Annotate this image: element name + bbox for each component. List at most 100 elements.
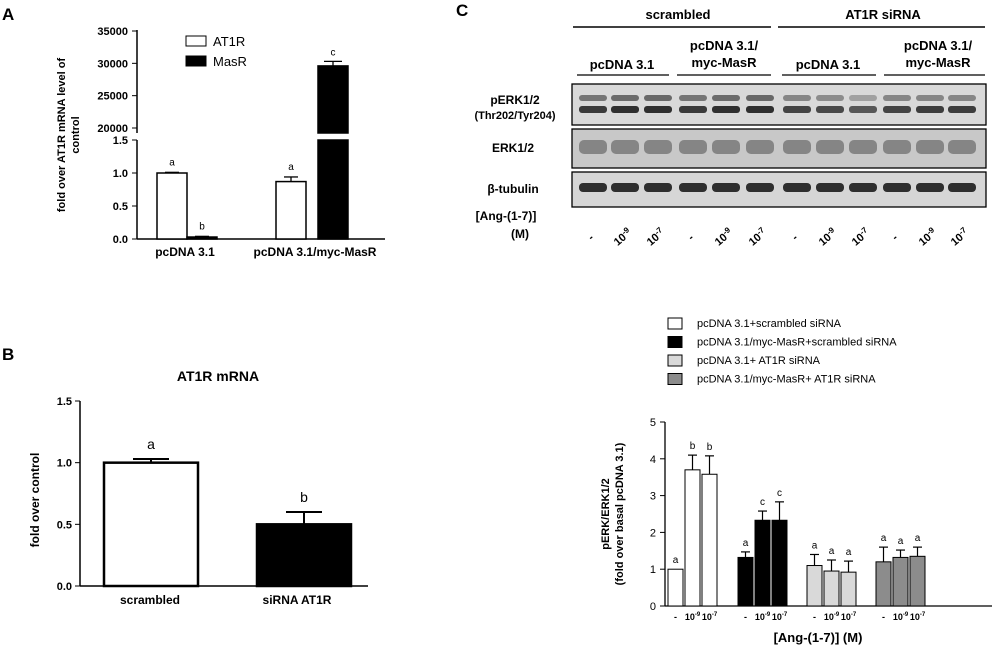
panel-c-xtick-label: -	[882, 612, 885, 622]
panel-c-ytick-label: 5	[650, 417, 656, 429]
blot-band-tubulin	[579, 183, 607, 192]
panel-c-xtick-label: -	[674, 612, 677, 622]
blot-band-erk	[679, 140, 707, 154]
blot-lane-label: -	[790, 232, 801, 244]
significance-letter: a	[829, 546, 835, 557]
blot-band-erk	[611, 140, 639, 154]
blot-sublabel-2b: myc-MasR	[691, 55, 757, 70]
bar	[667, 568, 684, 607]
blot-membrane-erk	[571, 128, 987, 169]
panel-c-xtick-label: 10-7	[841, 612, 857, 622]
panel-c-legend-swatch	[667, 317, 683, 330]
panel-a-ylabel-line1: fold over AT1R mRNA level of	[56, 58, 68, 213]
significance-letter: a	[169, 157, 175, 168]
blot-sublabel-1: pcDNA 3.1	[590, 57, 655, 72]
blot-band-perk-upper	[746, 95, 774, 101]
blot-band-tubulin	[816, 183, 844, 192]
blot-band-erk	[849, 140, 877, 154]
blot-sublabel-4b: myc-MasR	[905, 55, 971, 70]
blot-band-tubulin	[611, 183, 639, 192]
blot-treatment-label-line1: [Ang-(1-7)]	[476, 209, 537, 223]
panel-c-legend-label: pcDNA 3.1+ AT1R siRNA	[697, 355, 821, 367]
blot-band-erk	[579, 140, 607, 154]
blot-row-label-tubulin: β-tubulin	[487, 182, 538, 196]
bar	[684, 469, 701, 607]
panel-c-xtick-label: 10-9	[893, 612, 909, 622]
panel-c-legend-label: pcDNA 3.1/myc-MasR+ AT1R siRNA	[697, 374, 876, 386]
blot-group-label-at1r-sirna: AT1R siRNA	[845, 7, 921, 22]
bar	[754, 519, 771, 607]
panel-b-category-1: scrambled	[120, 593, 180, 607]
blot-band-perk-upper	[712, 95, 740, 101]
blot-membrane-perk	[571, 83, 987, 126]
panel-c-legend-swatch	[667, 336, 683, 348]
blot-band-perk-lower	[712, 106, 740, 113]
blot-band-perk-upper	[611, 95, 639, 101]
significance-letter: a	[898, 536, 904, 547]
blot-band-perk-lower	[579, 106, 607, 113]
blot-band-perk-upper	[644, 95, 672, 101]
panel-b-title: AT1R mRNA	[177, 368, 259, 384]
blot-row-label-perk-sites: (Thr202/Tyr204)	[474, 110, 555, 122]
panel-b-ytick-label: 0.0	[57, 581, 72, 593]
bar	[875, 561, 892, 607]
panel-b-ytick-label: 1.5	[57, 396, 72, 408]
panel-c-ytick-label: 1	[650, 564, 656, 576]
significance-letter: a	[673, 555, 679, 566]
blot-row-label-perk: pERK1/2	[490, 93, 540, 107]
blot-band-perk-upper	[579, 95, 607, 101]
panel-a-ytick-label: 0.0	[113, 234, 128, 246]
blot-lane-label: -	[890, 232, 901, 244]
bar	[186, 236, 218, 240]
blot-band-perk-lower	[849, 106, 877, 113]
panel-c-xtick-label: 10-9	[755, 612, 771, 622]
panel-c-xlabel: [Ang-(1-7)] (M)	[774, 630, 863, 645]
significance-letter: c	[777, 488, 782, 499]
panel-c-ylabel-line1: pERK/ERK1/2	[600, 478, 612, 550]
blot-band-perk-upper	[679, 95, 707, 101]
blot-band-erk	[916, 140, 944, 154]
significance-letter: a	[812, 540, 818, 551]
blot-band-erk	[746, 140, 774, 154]
panel-a-ytick-label: 35000	[97, 26, 128, 38]
panel-b-letter: B	[2, 345, 14, 364]
blot-band-tubulin	[849, 183, 877, 192]
panel-a-legend-label-masr: MasR	[213, 54, 247, 69]
panel-a-category-1: pcDNA 3.1	[155, 245, 215, 259]
panel-a-ytick-label: 1.5	[113, 135, 128, 147]
bar	[701, 473, 718, 607]
panel-a-letter: A	[2, 5, 14, 24]
blot-band-perk-upper	[816, 95, 844, 101]
significance-letter: b	[300, 489, 308, 505]
blot-lane-label: 10-7	[948, 225, 972, 249]
significance-letter: b	[707, 442, 713, 453]
panel-b-category-2: siRNA AT1R	[263, 593, 332, 607]
panel-a-ytick-label: 25000	[97, 91, 128, 103]
bar	[909, 555, 926, 607]
panel-c-letter: C	[456, 1, 468, 20]
panel-c-ytick-label: 4	[650, 454, 656, 466]
blot-lane-label: 10-7	[746, 225, 770, 249]
bar	[102, 461, 200, 588]
panel-c-legend-label: pcDNA 3.1/myc-MasR+scrambled siRNA	[697, 337, 897, 349]
panel-a-legend-swatch-at1r	[185, 35, 207, 47]
panel-a-ytick-label: 0.5	[113, 201, 128, 213]
blot-band-tubulin	[783, 183, 811, 192]
significance-letter: b	[199, 221, 205, 232]
bar	[317, 139, 349, 240]
blot-lane-label: 10-7	[849, 225, 873, 249]
panel-a-legend-swatch-masr	[185, 55, 207, 67]
panel-a-ytick-label: 1.0	[113, 168, 128, 180]
panel-b-ytick-label: 1.0	[57, 458, 72, 470]
blot-band-erk	[816, 140, 844, 154]
blot-band-perk-lower	[816, 106, 844, 113]
blot-sublabel-4a: pcDNA 3.1/	[904, 38, 973, 53]
bar	[806, 565, 823, 607]
blot-band-perk-upper	[948, 95, 976, 101]
blot-band-erk	[644, 140, 672, 154]
blot-band-tubulin	[916, 183, 944, 192]
significance-letter: a	[881, 533, 887, 544]
significance-letter: a	[915, 533, 921, 544]
blot-band-perk-lower	[783, 106, 811, 113]
